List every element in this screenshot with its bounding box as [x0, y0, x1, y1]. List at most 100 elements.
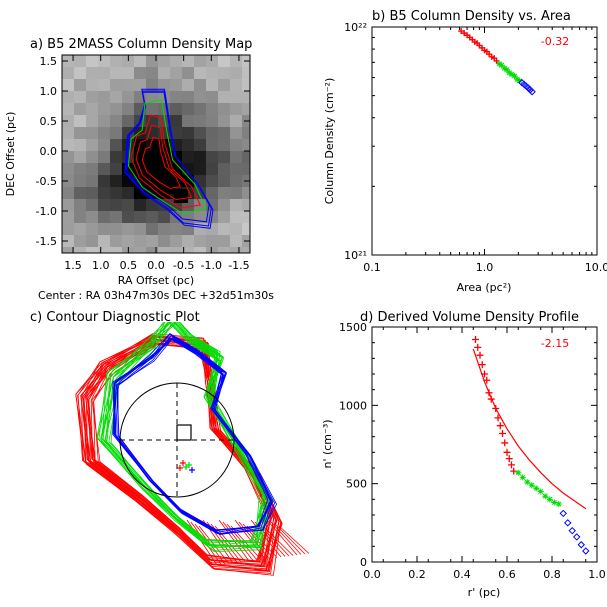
heatmap-cell	[194, 139, 206, 151]
heatmap-cell	[74, 151, 86, 163]
data-point-blue	[577, 541, 585, 549]
heatmap-cell	[182, 127, 194, 139]
heatmap-cell	[206, 127, 218, 139]
x-tick-label: 0.6	[498, 568, 516, 581]
heatmap-cell	[74, 91, 86, 103]
heatmap-cell	[122, 163, 134, 175]
heatmap-cell	[110, 187, 122, 199]
heatmap-cell	[230, 127, 242, 139]
heatmap-cell	[74, 187, 86, 199]
heatmap-cell	[110, 175, 122, 187]
x-tick-label: -1.5	[228, 259, 249, 272]
panel-d-points	[472, 336, 590, 555]
heatmap-cell	[98, 67, 110, 79]
heatmap-cell	[242, 211, 250, 223]
heatmap-cell	[182, 151, 194, 163]
heatmap-cell	[170, 67, 182, 79]
contour-red	[135, 124, 193, 201]
panel-d-frame	[371, 326, 598, 563]
heatmap-cell	[86, 211, 98, 223]
panel-d-title: d) Derived Volume Density Profile	[360, 310, 579, 325]
heatmap-cell	[218, 199, 230, 211]
contour-green	[127, 99, 207, 215]
heatmap-cell	[242, 79, 250, 91]
contour-red	[141, 136, 182, 189]
x-tick-label: 1.0	[92, 259, 110, 272]
panel-b-ylabel: Column Density (cm⁻²)	[323, 78, 336, 205]
heatmap-cell	[218, 79, 230, 91]
center-marker	[189, 467, 195, 473]
heatmap-cell	[74, 79, 86, 91]
heatmap-cell	[98, 175, 110, 187]
heatmap-cell	[74, 55, 86, 67]
center-marker	[177, 465, 183, 471]
heatmap-cell	[122, 235, 134, 247]
heatmap-cell	[194, 103, 206, 115]
heatmap-cell	[230, 211, 242, 223]
heatmap-cell	[194, 235, 206, 247]
heatmap-cell	[62, 127, 74, 139]
heatmap-cell	[74, 127, 86, 139]
heatmap-cell	[98, 103, 110, 115]
heatmap-cell	[86, 163, 98, 175]
heatmap-cell	[74, 199, 86, 211]
heatmap-cell	[110, 91, 122, 103]
y-tick-label: -1.5	[36, 235, 57, 248]
heatmap-cell	[134, 235, 146, 247]
heatmap-cell	[170, 55, 182, 67]
heatmap-cell	[110, 235, 122, 247]
data-point-green	[555, 501, 562, 508]
panel-a-title: a) B5 2MASS Column Density Map	[30, 37, 252, 52]
heatmap-cell	[230, 163, 242, 175]
data-point-red	[492, 404, 500, 412]
heatmap-cell	[218, 67, 230, 79]
heatmap-cell	[110, 79, 122, 91]
data-point-green	[515, 469, 522, 476]
heatmap-cell	[62, 67, 74, 79]
heatmap-cell	[194, 115, 206, 127]
heatmap-cell	[206, 247, 218, 253]
panel-a: a) B5 2MASS Column Density Map 1.5 1.0 0.5…	[4, 37, 274, 302]
x-tick-label: 10.0	[585, 261, 607, 274]
heatmap-cell	[110, 223, 122, 235]
heatmap-cell	[194, 247, 206, 253]
heatmap-cell	[194, 151, 206, 163]
data-point-red	[493, 57, 500, 64]
heatmap-cell	[134, 211, 146, 223]
heatmap-cell	[98, 211, 110, 223]
data-point-red	[474, 343, 482, 351]
panel-b-axes: 0.1 1.0 10.0 10²¹ 10²²	[344, 21, 607, 274]
panel-b-xlabel: Area (pc²)	[457, 281, 512, 294]
panel-c-title: c) Contour Diagnostic Plot	[30, 310, 200, 325]
data-point-blue	[559, 509, 567, 518]
heatmap-cell	[98, 127, 110, 139]
heatmap-cell	[146, 127, 158, 139]
heatmap-cell	[218, 163, 230, 175]
x-tick-label: 1.0	[588, 568, 606, 581]
heatmap-cell	[182, 139, 194, 151]
data-point-green	[498, 62, 505, 69]
data-point-red	[487, 395, 495, 403]
data-point-green	[508, 71, 515, 78]
heatmap-cell	[206, 235, 218, 247]
heatmap-cell	[110, 199, 122, 211]
x-tick-label: 1.5	[64, 259, 82, 272]
heatmap-cell	[218, 223, 230, 235]
heatmap-cell	[230, 199, 242, 211]
heatmap-cell	[62, 223, 74, 235]
data-point-green	[506, 69, 513, 76]
blue-contour	[112, 332, 278, 535]
data-point-green	[503, 66, 510, 73]
heatmap-cell	[242, 67, 250, 79]
heatmap-cell	[110, 151, 122, 163]
heatmap-cell	[242, 139, 250, 151]
panel-b-title: b) B5 Column Density vs. Area	[372, 9, 571, 24]
panel-b-slope-label: -0.32	[541, 35, 569, 48]
heatmap-cell	[86, 199, 98, 211]
heatmap-cell	[230, 103, 242, 115]
contour-blue	[126, 91, 210, 223]
heatmap-cell	[86, 139, 98, 151]
heatmap-cell	[194, 79, 206, 91]
heatmap-cell	[242, 163, 250, 175]
x-tick-label: -1.0	[201, 259, 222, 272]
